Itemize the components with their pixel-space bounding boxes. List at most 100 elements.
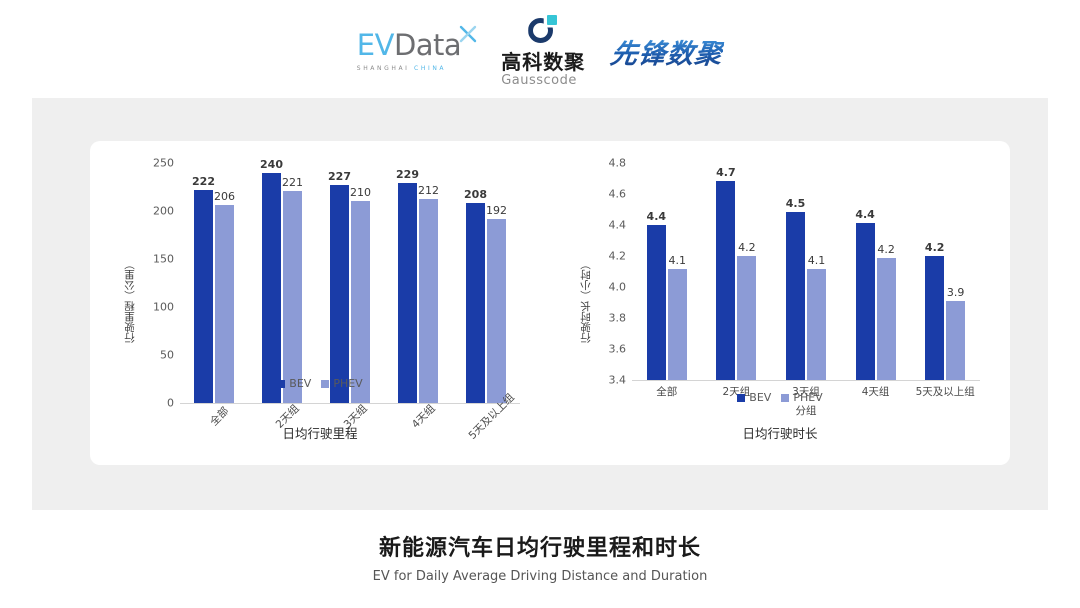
bar-bev: 4.7 bbox=[716, 166, 736, 380]
left-chart-caption: 日均行驶里程 bbox=[282, 426, 358, 441]
right-chart-plot-area: 4.4 4.1 4.7 4.2 4.5 4.1 4.4 4.2 4.2 3. bbox=[632, 163, 980, 459]
legend-swatch-phev-icon bbox=[781, 393, 790, 402]
x-tick-label: 5天及以上组 bbox=[915, 386, 975, 398]
bar-phev: 4.2 bbox=[876, 243, 896, 380]
y-tick: 4.4 bbox=[608, 218, 627, 232]
bar-value-label: 4.1 bbox=[807, 254, 826, 267]
bar-bev: 4.2 bbox=[925, 241, 944, 380]
bar-phev: 206 bbox=[214, 190, 235, 403]
bar-group: 4.7 4.2 bbox=[702, 163, 772, 380]
bar-bev: 240 bbox=[260, 158, 283, 403]
bar-value-label: 227 bbox=[328, 170, 351, 183]
bar-phev: 4.1 bbox=[806, 254, 826, 380]
y-tick: 3.8 bbox=[608, 311, 627, 325]
x-mark-icon bbox=[460, 25, 477, 42]
bar-value-label: 4.4 bbox=[855, 208, 875, 221]
evdata-logo: EV Data SHANGHAI CHINA bbox=[357, 25, 477, 72]
bar-group: 4.5 4.1 bbox=[771, 163, 841, 380]
legend-swatch-phev-icon bbox=[321, 379, 330, 388]
gausscode-ring-shape bbox=[528, 18, 554, 43]
legend-swatch-bev-icon bbox=[737, 393, 746, 402]
legend-item-phev: PHEV bbox=[321, 377, 363, 390]
evdata-city: SHANGHAI bbox=[356, 64, 410, 72]
y-tick: 150 bbox=[153, 252, 174, 266]
bar-value-label: 221 bbox=[282, 176, 303, 189]
left-chart-y-axis-ticks: 250 200 150 100 50 0 bbox=[140, 141, 174, 465]
gausscode-en-text: Gausscode bbox=[501, 73, 577, 88]
bar-bev: 227 bbox=[328, 170, 351, 403]
figure-title-en: EV for Daily Average Driving Distance an… bbox=[372, 569, 708, 584]
legend-swatch-bev-icon bbox=[277, 379, 286, 388]
y-tick: 3.6 bbox=[608, 342, 627, 356]
bar-bev: 222 bbox=[192, 175, 215, 403]
bar-value-label: 240 bbox=[260, 158, 283, 171]
evdata-data-text: Data bbox=[393, 27, 462, 62]
right-chart-x-axis-line bbox=[632, 380, 980, 381]
bar-value-label: 208 bbox=[464, 188, 487, 201]
gausscode-logo: 高科数聚 Gausscode bbox=[501, 15, 585, 87]
bar-value-label: 4.2 bbox=[738, 241, 756, 254]
figure-title-block: 新能源汽车日均行驶里程和时长 EV for Daily Average Driv… bbox=[0, 530, 1080, 584]
legend-item-bev: BEV bbox=[277, 377, 311, 390]
bar-bev: 4.4 bbox=[647, 210, 666, 380]
evdata-country: CHINA bbox=[414, 64, 447, 72]
bar-group: 227 210 bbox=[316, 163, 384, 403]
xianfeng-logo: 先锋数聚 bbox=[608, 32, 725, 71]
y-tick: 4.6 bbox=[608, 187, 627, 201]
legend-label-bev: BEV bbox=[289, 377, 312, 390]
left-chart-y-axis-label: 行驶里程（公里） bbox=[124, 259, 136, 343]
bar-phev: 210 bbox=[350, 186, 371, 403]
legend-label-phev: PHEV bbox=[333, 377, 363, 390]
right-chart-legend: BEV PHEV bbox=[550, 391, 1010, 404]
bar-value-label: 210 bbox=[350, 186, 371, 199]
legend-label-bev: BEV bbox=[749, 391, 772, 404]
evdata-subtitle: SHANGHAI CHINA bbox=[357, 65, 461, 72]
charts-card: 行驶里程（公里） 250 200 150 100 50 0 222 206 24… bbox=[90, 141, 1010, 465]
bar-phev: 212 bbox=[418, 184, 439, 403]
x-tick-label: 全部 bbox=[656, 386, 678, 398]
y-tick: 4.8 bbox=[608, 156, 627, 170]
bar-value-label: 4.1 bbox=[668, 254, 687, 267]
left-chart-plot-area: 222 206 240 221 227 210 229 212 208 19 bbox=[180, 158, 520, 459]
bar-group: 222 206 bbox=[180, 163, 248, 403]
chart-daily-driving-duration: 行驶时长（小时） 4.8 4.6 4.4 4.2 4.0 3.8 3.6 3.4… bbox=[550, 141, 1010, 465]
bar-value-label: 222 bbox=[192, 175, 215, 188]
bar-group: 208 192 bbox=[452, 163, 520, 403]
bar-value-label: 192 bbox=[486, 204, 507, 217]
bar-phev: 192 bbox=[486, 204, 507, 403]
y-tick: 4.2 bbox=[608, 249, 627, 263]
bar-phev: 3.9 bbox=[946, 286, 966, 380]
bar-bev: 229 bbox=[396, 168, 419, 403]
left-chart-legend: BEV PHEV bbox=[90, 377, 550, 390]
y-tick: 100 bbox=[153, 300, 174, 314]
x-tick-label: 3天组 bbox=[792, 386, 820, 398]
y-tick: 50 bbox=[160, 348, 174, 362]
bar-value-label: 3.9 bbox=[946, 286, 965, 299]
legend-label-phev: PHEV bbox=[793, 391, 823, 404]
bar-group: 4.2 3.9 bbox=[910, 163, 980, 380]
x-tick-label: 4天组 bbox=[861, 386, 890, 398]
bar-value-label: 4.4 bbox=[646, 210, 667, 223]
left-chart-bar-groups: 222 206 240 221 227 210 229 212 208 19 bbox=[180, 158, 520, 403]
gausscode-cn-text: 高科数聚 bbox=[501, 50, 586, 74]
right-chart-caption: 日均行驶时长 bbox=[742, 426, 818, 441]
bar-group: 240 221 bbox=[248, 158, 316, 403]
bar-value-label: 4.5 bbox=[785, 197, 806, 210]
chart-daily-driving-distance: 行驶里程（公里） 250 200 150 100 50 0 222 206 24… bbox=[90, 141, 550, 465]
figure-title-cn: 新能源汽车日均行驶里程和时长 bbox=[378, 536, 701, 561]
y-tick: 4.0 bbox=[608, 280, 627, 294]
bar-value-label: 212 bbox=[418, 184, 439, 197]
bar-bev: 208 bbox=[464, 188, 487, 403]
y-tick: 0 bbox=[167, 396, 174, 410]
gausscode-wordmark: 高科数聚 Gausscode bbox=[501, 52, 585, 87]
bar-group: 4.4 4.1 bbox=[632, 163, 702, 380]
right-chart-y-axis-ticks: 4.8 4.6 4.4 4.2 4.0 3.8 3.6 3.4 bbox=[592, 141, 627, 465]
logo-bar: EV Data SHANGHAI CHINA 高科数聚 Gausscode 先锋数… bbox=[0, 15, 1080, 87]
bar-phev: 4.1 bbox=[667, 254, 687, 380]
gausscode-c-mark-icon bbox=[528, 15, 558, 45]
xianfeng-cn-text: 先锋数聚 bbox=[608, 32, 725, 71]
evdata-wordmark: EV Data bbox=[357, 27, 462, 62]
y-tick: 3.4 bbox=[608, 373, 627, 387]
legend-item-phev: PHEV bbox=[781, 391, 823, 404]
bar-group: 4.4 4.2 bbox=[841, 163, 911, 380]
